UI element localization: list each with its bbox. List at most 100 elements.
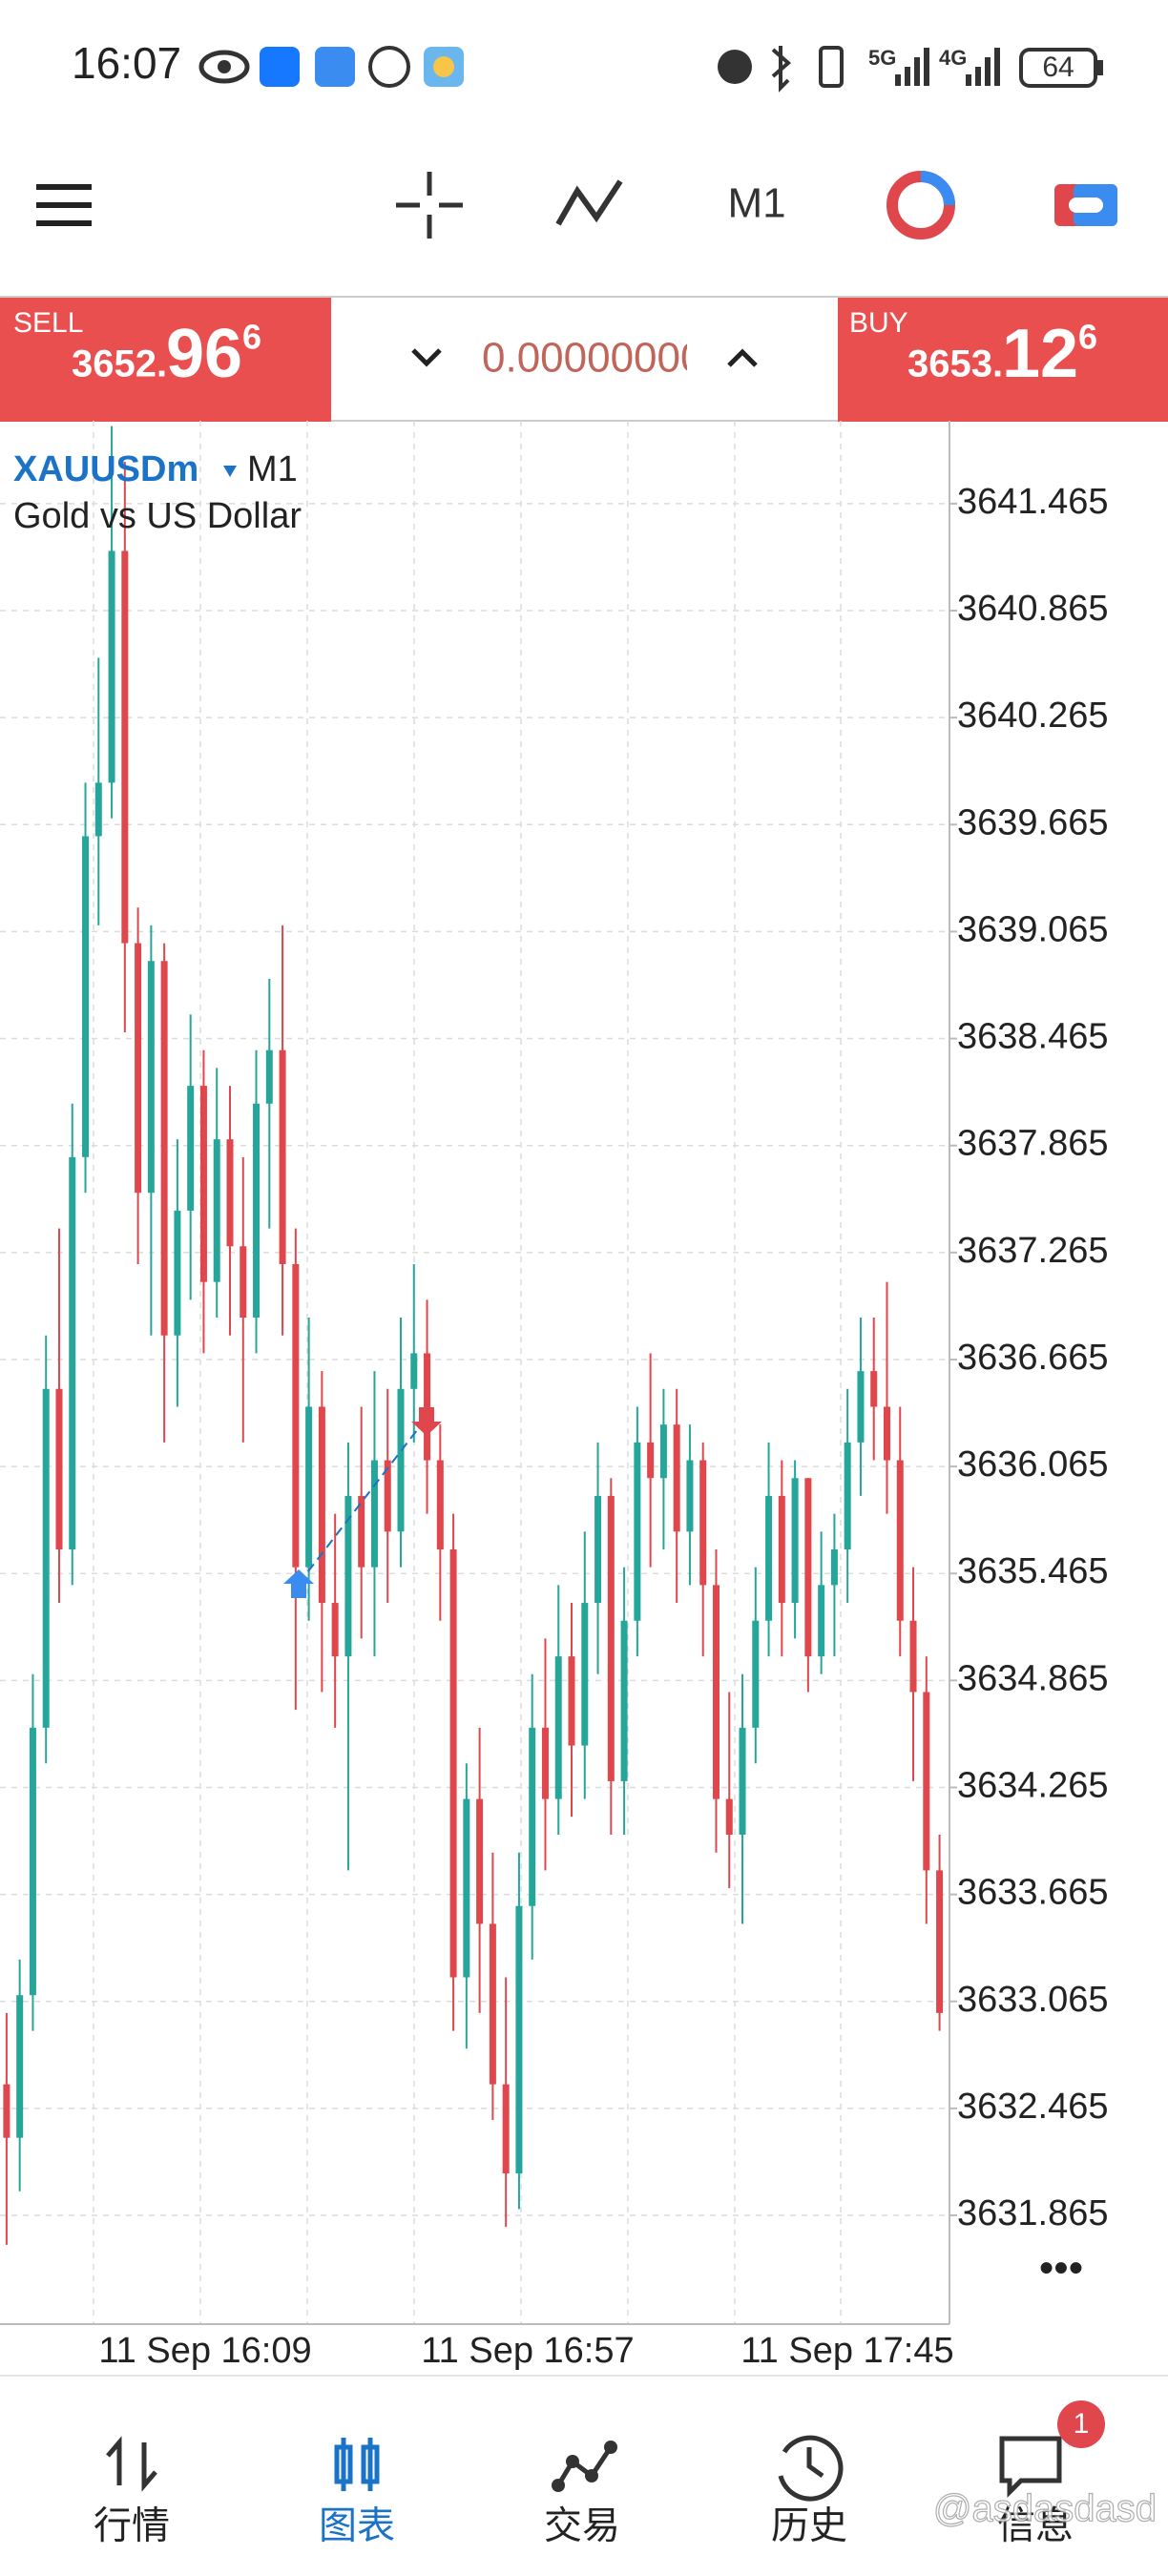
- buy-price: 3653.: [907, 343, 1003, 385]
- y-tick-label: 3640.265: [957, 696, 1109, 736]
- crosshair-button[interactable]: [396, 172, 463, 239]
- candle-body: [647, 1442, 655, 1479]
- candle-body: [199, 1086, 207, 1282]
- candle-body: [607, 1495, 615, 1781]
- x-tick-label: 11 Sep 17:45: [740, 2331, 953, 2371]
- candle-body: [29, 1727, 36, 1996]
- candle-body: [69, 1156, 76, 1549]
- candle-body: [529, 1727, 536, 1906]
- candle-body: [581, 1603, 589, 1746]
- nav-label[interactable]: 信息: [997, 2505, 1074, 2547]
- candle-body: [936, 1870, 944, 2013]
- signal-bars: [895, 48, 929, 86]
- x-tick-label: 11 Sep 16:57: [421, 2331, 634, 2371]
- nav-trade[interactable]: [552, 2441, 617, 2492]
- trade-link: [298, 1417, 428, 1585]
- candle-body: [541, 1727, 549, 1799]
- candle-body: [436, 1460, 444, 1549]
- candle-body: [804, 1478, 812, 1657]
- candle-body: [686, 1460, 694, 1532]
- y-tick-label: 3641.465: [957, 482, 1109, 522]
- y-tick-label: 3631.865: [957, 2193, 1109, 2233]
- volume-input[interactable]: 0.00000000: [482, 335, 703, 382]
- candle-body: [923, 1692, 930, 1871]
- sell-price: 3652.: [72, 343, 167, 385]
- candle-body: [765, 1495, 773, 1621]
- more-button[interactable]: •••: [1039, 2245, 1083, 2292]
- sell-label: SELL: [13, 307, 83, 339]
- candle-body: [370, 1460, 378, 1568]
- nav-history[interactable]: [778, 2435, 844, 2502]
- candle-body: [55, 1388, 63, 1549]
- menu-button[interactable]: [36, 184, 92, 226]
- network-label: 4G: [939, 46, 967, 70]
- candle-body: [896, 1460, 904, 1621]
- candle-body: [568, 1656, 575, 1746]
- trade-button[interactable]: [886, 171, 955, 239]
- battery-level: 64: [1042, 52, 1074, 83]
- status-icons: [198, 46, 844, 93]
- y-tick-label: 3634.265: [957, 1766, 1109, 1806]
- y-tick-label: 3634.865: [957, 1658, 1109, 1698]
- candle-body: [554, 1656, 562, 1799]
- signal-bars: [966, 48, 1000, 86]
- candle-body: [476, 1798, 484, 1924]
- battery: [1019, 48, 1097, 88]
- candle-body: [331, 1603, 339, 1657]
- y-tick-label: 3639.065: [957, 909, 1109, 949]
- nav-chart[interactable]: [334, 2438, 380, 2491]
- candle-body: [292, 1263, 300, 1568]
- candle-body: [240, 1246, 247, 1319]
- y-tick-label: 3632.465: [957, 2087, 1109, 2127]
- candle-body: [318, 1406, 325, 1604]
- chart-timeframe: M1: [247, 449, 298, 489]
- candle-body: [673, 1424, 680, 1532]
- candle-body: [699, 1460, 707, 1586]
- y-tick-label: 3638.465: [957, 1017, 1109, 1057]
- candle-body: [515, 1905, 523, 2174]
- nav-label[interactable]: 历史: [771, 2505, 847, 2547]
- timeframe-button[interactable]: M1: [727, 180, 785, 227]
- candle-body: [121, 551, 129, 944]
- nav-label[interactable]: 交易: [544, 2505, 620, 2547]
- candle-body: [279, 1049, 286, 1264]
- sell-price-point: 6: [242, 318, 261, 357]
- candle-body: [620, 1620, 628, 1781]
- candle-body: [397, 1388, 405, 1532]
- candle-body: [174, 1210, 181, 1336]
- y-tick-label: 3633.665: [957, 1873, 1109, 1913]
- badge-count: 1: [1074, 2408, 1090, 2440]
- candle-body: [712, 1585, 720, 1799]
- indicators-button[interactable]: [555, 179, 623, 226]
- nav-quotes[interactable]: [106, 2436, 157, 2492]
- candle-body: [213, 1139, 220, 1282]
- candle-body: [830, 1548, 838, 1586]
- volume-up[interactable]: [727, 348, 758, 367]
- x-tick-label: 11 Sep 16:09: [98, 2331, 311, 2371]
- buy-marker: [283, 1569, 314, 1598]
- buy-button[interactable]: [838, 298, 1168, 422]
- candle-body: [108, 551, 115, 783]
- candle-body: [94, 782, 102, 837]
- symbol-dropdown[interactable]: [223, 466, 237, 477]
- nav-label[interactable]: 图表: [319, 2505, 395, 2547]
- nav-label[interactable]: 行情: [94, 2505, 170, 2547]
- y-tick-label: 3639.665: [957, 802, 1109, 842]
- candle-body: [82, 836, 90, 1157]
- candle-body: [3, 2084, 10, 2138]
- candle-body: [870, 1371, 878, 1407]
- account-button[interactable]: [1054, 184, 1117, 226]
- sell-marker: [411, 1407, 442, 1436]
- nav-messages[interactable]: [999, 2436, 1062, 2499]
- candle-body: [384, 1460, 391, 1532]
- candle-body: [844, 1442, 851, 1549]
- symbol-name[interactable]: XAUUSDm: [13, 449, 198, 489]
- candle-body: [424, 1353, 431, 1461]
- sell-button[interactable]: [0, 298, 331, 422]
- network-label: 5G: [868, 46, 896, 70]
- candle-body: [265, 1049, 273, 1104]
- candle-body: [344, 1495, 352, 1657]
- y-tick-label: 3640.865: [957, 589, 1109, 629]
- candle-body: [253, 1103, 261, 1319]
- volume-down[interactable]: [411, 348, 442, 367]
